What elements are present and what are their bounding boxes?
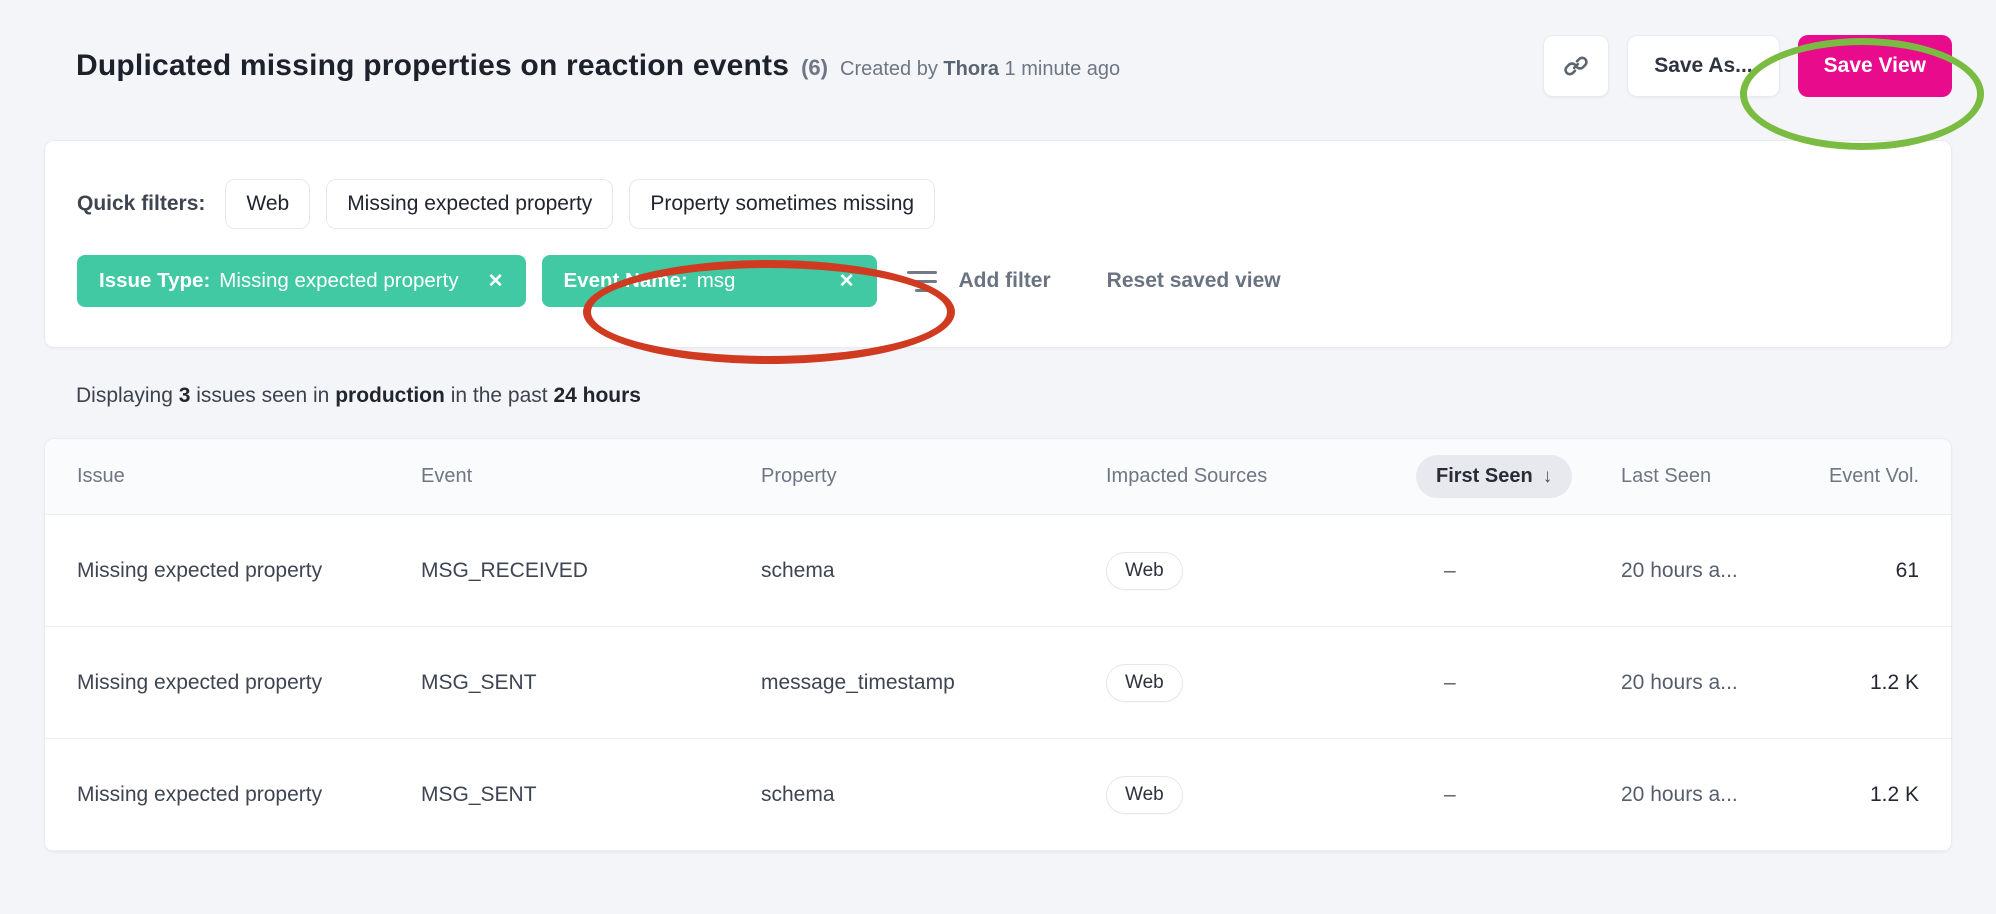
source-badge: Web — [1106, 663, 1183, 702]
table-header-row: Issue Event Property Impacted Sources Fi… — [45, 439, 1951, 515]
table-row[interactable]: Missing expected property MSG_RECEIVED s… — [45, 515, 1951, 627]
property-cell: schema — [761, 782, 835, 806]
add-filter-button[interactable]: Add filter — [958, 269, 1051, 292]
author-name: Thora — [943, 58, 999, 80]
first-seen-cell: – — [1444, 558, 1456, 582]
active-filter-chip[interactable]: Issue Type: Missing expected property ✕ — [77, 255, 526, 307]
col-header-last-seen[interactable]: Last Seen — [1621, 465, 1712, 487]
sort-column-label: First Seen — [1436, 465, 1533, 487]
save-as-button[interactable]: Save As... — [1627, 35, 1780, 97]
issue-cell: Missing expected property — [77, 782, 323, 806]
property-cell: schema — [761, 558, 835, 582]
quick-filter-button[interactable]: Missing expected property — [326, 179, 614, 229]
created-by-text: Created by Thora 1 minute ago — [840, 58, 1120, 81]
event-cell: MSG_RECEIVED — [421, 558, 588, 582]
col-header-first-seen[interactable]: First Seen ↓ — [1416, 455, 1573, 498]
created-by-label: Created by — [840, 58, 938, 80]
active-filter-chip[interactable]: Event Name: msg ✕ — [541, 255, 877, 307]
event-volume-cell: 1.2 K — [1869, 782, 1919, 806]
col-header-issue[interactable]: Issue — [77, 465, 125, 487]
filter-chip-label: Event Name: — [563, 269, 688, 292]
header-actions: Save As... Save View — [1543, 35, 1952, 97]
impacted-sources-cell: Web — [1106, 551, 1436, 590]
filter-panel: Quick filters: Web Missing expected prop… — [44, 140, 1952, 348]
impacted-sources-cell: Web — [1106, 775, 1436, 814]
filter-chip-value: msg — [696, 269, 736, 292]
reset-saved-view-button[interactable]: Reset saved view — [1106, 269, 1281, 292]
property-cell: message_timestamp — [761, 670, 955, 694]
active-filters-row: Issue Type: Missing expected property ✕ … — [77, 255, 1919, 307]
table-row[interactable]: Missing expected property MSG_SENT schem… — [45, 739, 1951, 851]
summary-environment: production — [335, 384, 445, 407]
summary-prefix: Displaying — [76, 384, 173, 407]
issue-cell: Missing expected property — [77, 558, 323, 582]
filter-icon — [906, 270, 937, 292]
issue-cell: Missing expected property — [77, 670, 323, 694]
first-seen-cell: – — [1444, 782, 1456, 806]
quick-filter-button[interactable]: Web — [225, 179, 311, 229]
col-header-event-vol[interactable]: Event Vol. — [1828, 465, 1919, 487]
impacted-sources-cell: Web — [1106, 663, 1436, 702]
col-header-property[interactable]: Property — [761, 465, 837, 487]
quick-filters-row: Quick filters: Web Missing expected prop… — [77, 179, 1919, 229]
link-icon — [1561, 51, 1591, 81]
first-seen-cell: – — [1444, 670, 1456, 694]
source-badge: Web — [1106, 551, 1183, 590]
source-badge: Web — [1106, 775, 1183, 814]
filter-chip-value: Missing expected property — [219, 269, 459, 292]
title-wrap: Duplicated missing properties on reactio… — [76, 49, 1120, 83]
page: Duplicated missing properties on reactio… — [0, 30, 1996, 914]
remove-filter-icon[interactable]: ✕ — [487, 270, 504, 292]
event-volume-cell: 61 — [1895, 558, 1919, 582]
topbar: Duplicated missing properties on reactio… — [44, 30, 1952, 102]
event-cell: MSG_SENT — [421, 670, 537, 694]
summary-mid2: in the past — [450, 384, 548, 407]
quick-filters-label: Quick filters: — [77, 192, 206, 215]
results-summary: Displaying 3 issues seen in production i… — [76, 384, 1952, 408]
table-body: Missing expected property MSG_RECEIVED s… — [45, 515, 1951, 851]
event-volume-cell: 1.2 K — [1869, 670, 1919, 694]
summary-mid1: issues seen in — [196, 384, 330, 407]
table-row[interactable]: Missing expected property MSG_SENT messa… — [45, 627, 1951, 739]
save-view-button[interactable]: Save View — [1797, 35, 1952, 97]
issues-table: Issue Event Property Impacted Sources Fi… — [44, 438, 1952, 852]
page-title: Duplicated missing properties on reactio… — [76, 49, 790, 82]
quick-filter-button[interactable]: Property sometimes missing — [629, 179, 936, 229]
copy-link-button[interactable] — [1543, 35, 1610, 97]
last-seen-cell: 20 hours a... — [1621, 558, 1738, 582]
sort-desc-icon: ↓ — [1542, 465, 1553, 487]
time-ago: 1 minute ago — [1004, 58, 1121, 80]
col-header-event[interactable]: Event — [421, 465, 473, 487]
remove-filter-icon[interactable]: ✕ — [838, 270, 855, 292]
summary-range: 24 hours — [553, 384, 641, 407]
last-seen-cell: 20 hours a... — [1621, 670, 1738, 694]
event-cell: MSG_SENT — [421, 782, 537, 806]
issue-count-badge: (6) — [801, 55, 828, 80]
filter-chip-label: Issue Type: — [99, 269, 211, 292]
sort-pill[interactable]: First Seen ↓ — [1416, 455, 1573, 498]
last-seen-cell: 20 hours a... — [1621, 782, 1738, 806]
summary-count: 3 — [178, 384, 191, 407]
col-header-impacted-sources[interactable]: Impacted Sources — [1106, 465, 1268, 487]
